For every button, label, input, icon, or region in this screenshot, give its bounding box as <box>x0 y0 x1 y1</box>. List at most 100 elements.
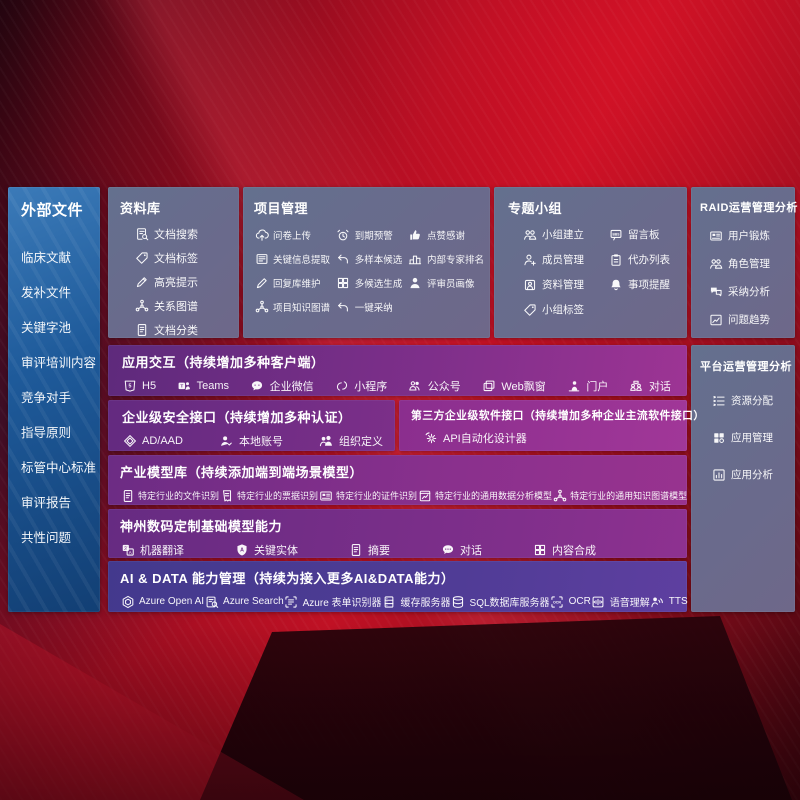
thumbs-up-icon <box>408 227 423 242</box>
item-label: 对话 <box>648 381 671 393</box>
alarm-icon <box>336 227 351 242</box>
receipt-icon <box>219 488 234 503</box>
ranking-podium-icon <box>408 251 423 266</box>
item-ad-aad: AD/AAD <box>122 434 183 449</box>
item-label: 语音理解 <box>609 598 650 609</box>
item-dialog: 对话 <box>629 378 671 394</box>
item-label: TTS <box>668 596 688 607</box>
item-label: 评审员画像 <box>426 278 475 290</box>
group-list: 小组建立 BBS 留言板 成员管理 代办列表 资料管理 事项提醒 小组标签 <box>508 227 687 317</box>
panel-platform-analysis: 平台运营管理分析 资源分配 应用管理 应用分析 <box>691 345 795 612</box>
band-security-title: 企业级安全接口（持续增加多种认证） <box>122 410 352 425</box>
item-label: 临床文献 <box>21 251 72 265</box>
item-data-analysis-model: 特定行业的通用数据分析模型 <box>417 488 552 503</box>
panel-library: 资料库 文档搜索 文档标签 高亮提示 关系图谱 文档分类 <box>108 187 239 338</box>
band-thirdparty-title: 第三方企业级软件接口（持续增加多种企业主流软件接口） <box>411 410 705 422</box>
panel-project-management: 项目管理 问卷上传 到期预警 点赞感谢 关键信息提取 多样本候选 内部专家排名 … <box>243 187 490 338</box>
item-local-account: 本地账号 <box>219 433 283 449</box>
item-label: API自动化设计器 <box>443 433 527 445</box>
item-cde-standards: 标管中心标准 <box>21 457 100 476</box>
item-label: 问题趋势 <box>728 314 770 326</box>
data-chart-icon <box>417 488 432 503</box>
document-icon <box>348 543 363 558</box>
app-grid-icon <box>711 430 726 445</box>
thirdparty-list: API自动化设计器 <box>411 430 679 446</box>
item-label: 应用分析 <box>731 469 773 481</box>
item-label: 回复库维护 <box>273 278 321 290</box>
item-label: 审评报告 <box>21 496 72 510</box>
item-label: Azure Search <box>223 596 284 607</box>
item-label: 文档分类 <box>154 325 198 337</box>
item-tts: TTS <box>650 594 688 609</box>
item-label: 文档标签 <box>154 253 198 265</box>
band-base-models: 神州数码定制基础模型能力 文 A 机器翻译 A 关键实体 摘要 对话 内容合成 <box>108 509 687 558</box>
entity-shield-icon: A <box>234 543 249 558</box>
ad-diamond-icon <box>122 434 137 449</box>
band-aidata-title: AI & DATA 能力管理（持续为接入更多AI&DATA能力） <box>120 571 455 586</box>
item-label: 竞争对手 <box>21 391 72 405</box>
svg-text:文: 文 <box>123 545 127 551</box>
item-label: 文档搜索 <box>154 229 198 241</box>
item-form-recognizer: Azure 表单识别器 <box>284 594 382 609</box>
item-azure-search: Azure Search <box>204 594 284 609</box>
panel-project-title: 项目管理 <box>254 201 309 216</box>
sql-database-icon <box>451 594 466 609</box>
tts-icon <box>650 594 665 609</box>
industry-list: 特定行业的文件识别 特定行业的票据识别 特定行业的证件识别 特定行业的通用数据分… <box>120 488 687 503</box>
item-adopt-analysis: 采纳分析 <box>708 284 795 299</box>
band-ai-data: AI & DATA 能力管理（持续为接入更多AI&DATA能力） Azure O… <box>108 561 688 612</box>
item-org-define: 组织定义 <box>319 433 383 449</box>
band-security-interface: 企业级安全接口（持续增加多种认证） AD/AAD 本地账号 组织定义 <box>108 400 395 451</box>
knowledge-graph-icon <box>254 299 269 314</box>
item-due-alert: 到期预警 <box>336 227 403 242</box>
item-group-create: 小组建立 <box>522 227 584 242</box>
allocation-list-icon <box>711 393 726 408</box>
item-label: H5 <box>142 380 157 392</box>
item-azure-openai: Azure Open AI <box>120 594 204 609</box>
aidata-list: Azure Open AI Azure Search Azure 表单识别器 缓… <box>120 594 688 609</box>
chat-bubble-icon <box>440 543 455 558</box>
item-label: AD/AAD <box>142 435 183 447</box>
item-common-issues: 共性问题 <box>21 527 100 546</box>
edit-pen-icon <box>254 275 269 290</box>
official-account-icon <box>408 379 423 394</box>
document-icon <box>120 488 135 503</box>
highlight-pen-icon <box>134 275 149 290</box>
api-gear-icon <box>423 431 438 446</box>
item-review-training: 审评培训内容 <box>21 352 100 371</box>
item-label: 标管中心标准 <box>21 461 97 475</box>
external-files-list: 临床文献 发补文件 关键字池 审评培训内容 竞争对手 指导原则 标管中心标准 审… <box>21 247 100 546</box>
item-doc-search: 文档搜索 <box>134 226 239 242</box>
item-label: 特定行业的文件识别 <box>138 491 220 501</box>
item-label: 发补文件 <box>21 286 72 300</box>
reply-arrow-icon <box>336 251 351 266</box>
svg-text:A: A <box>240 547 244 553</box>
item-speech: 语音理解 <box>591 594 650 609</box>
openai-icon <box>120 594 135 609</box>
azure-search-icon <box>204 594 219 609</box>
band-thirdparty-interface: 第三方企业级软件接口（持续增加多种企业主流软件接口） API自动化设计器 <box>399 400 705 451</box>
id-card-icon <box>318 488 333 503</box>
item-label: 应用管理 <box>731 432 773 444</box>
svg-text:5: 5 <box>128 384 131 390</box>
item-highlight: 高亮提示 <box>134 274 239 290</box>
project-list: 问卷上传 到期预警 点赞感谢 关键信息提取 多样本候选 内部专家排名 回复库维护… <box>254 227 484 314</box>
item-label: 门户 <box>586 381 609 393</box>
item-message-board: BBS 留言板 <box>608 227 670 242</box>
item-label: 留言板 <box>628 229 660 241</box>
item-ocr: OCR OCR <box>550 594 591 609</box>
item-label: 多样本候选 <box>354 254 403 266</box>
platform-list: 资源分配 应用管理 应用分析 <box>700 393 795 482</box>
item-id-recognition: 特定行业的证件识别 <box>318 488 417 503</box>
item-label: 关键信息提取 <box>273 254 331 266</box>
item-issue-trend: 问题趋势 <box>708 312 795 327</box>
person-icon <box>408 275 423 290</box>
todo-clipboard-icon <box>608 252 623 267</box>
security-list: AD/AAD 本地账号 组织定义 <box>122 433 385 449</box>
item-api-designer: API自动化设计器 <box>423 430 527 446</box>
item-teams: T Teams <box>177 379 229 394</box>
item-doc-tag: 文档标签 <box>134 250 239 266</box>
item-label: 机器翻译 <box>140 545 184 557</box>
svg-text:BBS: BBS <box>612 232 620 236</box>
knowledge-graph-icon <box>134 299 149 314</box>
